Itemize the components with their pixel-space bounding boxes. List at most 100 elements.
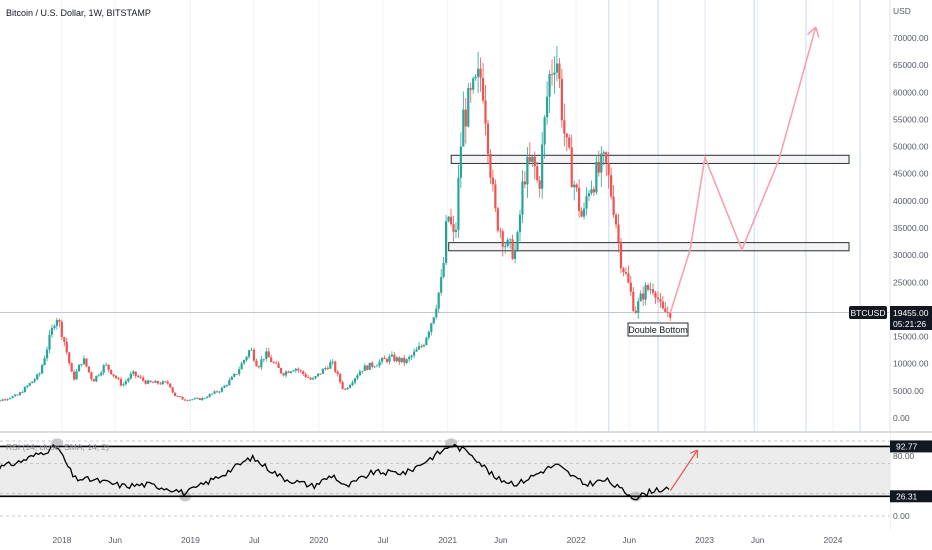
candle-body <box>299 370 302 372</box>
candle-body <box>560 78 563 121</box>
candle-body <box>235 374 238 375</box>
candle-body <box>82 358 86 365</box>
candle-body <box>329 362 332 369</box>
candle-body <box>654 292 657 298</box>
candle-body <box>639 293 642 302</box>
candle-body <box>651 289 655 293</box>
candle-body <box>60 321 63 338</box>
candle-body <box>474 76 477 79</box>
candle-body <box>548 74 551 97</box>
time-tick-label: Jul <box>377 535 388 545</box>
candle-body <box>174 392 177 397</box>
time-tick-label: 2021 <box>438 535 457 545</box>
time-axis[interactable]: 2018 Jun 2019 Jul 2020 Jul 2021 Jun 2022 Jun 2023 J… <box>53 535 843 545</box>
candle-body <box>45 349 49 359</box>
candle-body <box>252 349 256 361</box>
candle-body <box>578 187 581 211</box>
candle-body <box>297 368 300 371</box>
price-tick-label: 35000.00 <box>893 223 929 233</box>
rsi-projection-arrow <box>669 449 699 491</box>
candle-body <box>607 162 610 176</box>
candle-body <box>464 109 467 127</box>
candle-body <box>590 189 593 194</box>
candle-body <box>442 262 445 278</box>
candle-body <box>570 147 573 188</box>
candle-body <box>575 184 578 188</box>
candle-body <box>302 371 305 375</box>
candle-body <box>8 398 12 400</box>
projection-arrowhead <box>807 26 820 38</box>
candle-body <box>417 346 421 350</box>
candle-body <box>250 349 253 351</box>
candle-body <box>664 308 667 313</box>
price-tick-label: 10000.00 <box>893 359 929 369</box>
candle-body <box>245 356 248 360</box>
time-tick-label: Jun <box>108 535 122 545</box>
candle-body <box>371 362 374 367</box>
rsi-line[interactable] <box>0 443 670 501</box>
candle-body <box>637 301 640 313</box>
candle-body <box>21 392 24 393</box>
candle-body <box>132 371 135 374</box>
candle-body <box>321 369 325 374</box>
candle-body <box>166 381 169 384</box>
double-bottom-annotation[interactable]: Double Bottom <box>627 322 689 337</box>
candle-body <box>629 282 632 292</box>
rsi-level-lines <box>0 445 890 498</box>
candle-body <box>326 368 329 369</box>
candle-body <box>341 382 344 389</box>
candle-body <box>134 371 137 376</box>
candle-body <box>644 285 647 300</box>
candle-body <box>587 193 591 197</box>
candle-body <box>513 250 517 259</box>
rsi-pane[interactable]: RSI (14, close, SMA, 14, 2) 0.00 80.00 92… <box>0 433 932 530</box>
candle-body <box>412 351 416 356</box>
candle-body <box>661 301 664 309</box>
price-pane-background <box>0 0 890 432</box>
candle-body <box>33 379 36 382</box>
candle-body <box>452 224 455 232</box>
candle-body <box>92 379 95 382</box>
candle-body <box>541 144 544 189</box>
candle-body <box>127 378 130 382</box>
candle-body <box>87 366 91 373</box>
rsi-arrowhead-stroke <box>689 449 698 454</box>
candle-body <box>289 371 293 373</box>
price-axis[interactable]: USD 0.005000.0010000.0015000.0020000.002… <box>849 0 932 530</box>
candle-body <box>595 161 598 193</box>
candle-body <box>215 391 219 393</box>
price-badge[interactable]: BTCUSD 19455.00 05:21:26 <box>849 306 932 330</box>
candle-body <box>304 374 307 377</box>
candle-body <box>617 224 620 243</box>
rsi-arrow-shaft <box>669 449 699 491</box>
candle-body <box>363 365 366 371</box>
candle-body <box>1 399 4 401</box>
candle-body <box>265 351 268 359</box>
candle-body <box>393 354 396 362</box>
price-axis-unit: USD <box>893 6 911 16</box>
candle-body <box>553 72 556 75</box>
candle-body <box>70 363 73 372</box>
candle-body <box>555 63 559 73</box>
candle-body <box>501 231 504 247</box>
price-tick-label: 60000.00 <box>893 87 929 97</box>
candle-body <box>624 272 628 274</box>
price-pane[interactable]: Double Bottom Bitcoin / U.S. Dollar, 1W,… <box>0 0 890 530</box>
candle-body <box>267 351 270 358</box>
candle-body <box>48 334 51 350</box>
candle-body <box>122 384 125 386</box>
candle-body <box>444 221 448 263</box>
candle-body <box>454 229 458 232</box>
candle-body <box>316 373 320 377</box>
candle-body <box>491 177 494 185</box>
candle-body <box>16 394 19 396</box>
candle-body <box>612 196 615 215</box>
candle-body <box>292 370 295 372</box>
candle-body <box>139 376 142 378</box>
candle-body <box>238 369 241 375</box>
candle-body <box>528 157 531 162</box>
candle-body <box>486 123 490 155</box>
projection-path[interactable] <box>669 26 817 313</box>
candle-body <box>430 323 433 332</box>
